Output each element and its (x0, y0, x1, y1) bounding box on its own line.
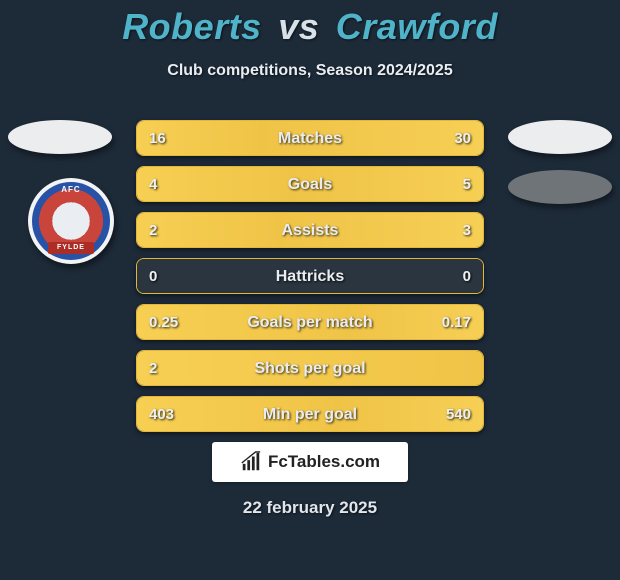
comparison-infographic: Roberts vs Crawford Club competitions, S… (0, 0, 620, 580)
subtitle: Club competitions, Season 2024/2025 (0, 62, 620, 80)
title-player1: Roberts (122, 6, 262, 47)
club-badge-inner: AFC FYLDE (32, 182, 110, 260)
stat-row: 2Shots per goal (136, 350, 484, 386)
stat-fill-right (334, 397, 483, 431)
stat-row: 00Hattricks (136, 258, 484, 294)
page-title: Roberts vs Crawford (0, 0, 620, 48)
stat-rows-container: 1630Matches 45Goals 23Assists 00Hattricks 0.… (136, 120, 484, 442)
stat-fill-left (137, 167, 289, 201)
stat-fill-left (137, 121, 258, 155)
stat-fill-right (345, 305, 483, 339)
team-disc-right-1 (508, 120, 612, 154)
stat-fill-left (137, 305, 345, 339)
stat-row: 0.250.17Goals per match (136, 304, 484, 340)
title-vs: vs (278, 6, 319, 47)
brand-box: FcTables.com (212, 442, 408, 482)
stat-row: 23Assists (136, 212, 484, 248)
team-disc-left (8, 120, 112, 154)
stat-fill-right (289, 167, 483, 201)
club-badge: AFC FYLDE (28, 178, 114, 264)
stat-fill-left (137, 351, 483, 385)
stat-fill-left (137, 397, 334, 431)
date-text: 22 february 2025 (0, 498, 620, 518)
badge-top-text: AFC (61, 185, 80, 194)
stat-row: 1630Matches (136, 120, 484, 156)
title-player2: Crawford (336, 6, 498, 47)
stat-fill-right (275, 213, 483, 247)
stat-row: 403540Min per goal (136, 396, 484, 432)
stat-row: 45Goals (136, 166, 484, 202)
team-disc-right-2 (508, 170, 612, 204)
stat-fill-left (137, 213, 275, 247)
brand-chart-icon (240, 451, 262, 473)
brand-text: FcTables.com (268, 452, 380, 472)
badge-bottom-text: FYLDE (48, 242, 94, 254)
stat-fill-right (258, 121, 483, 155)
